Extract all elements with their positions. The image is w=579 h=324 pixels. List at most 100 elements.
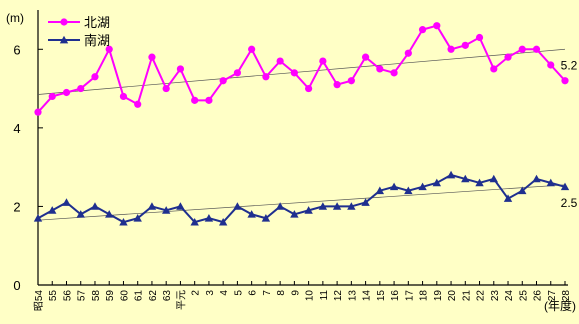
- x-tick-label: 62: [148, 290, 159, 302]
- data-point: [233, 202, 242, 210]
- x-tick-label: 4: [219, 290, 230, 296]
- data-point: [461, 174, 470, 183]
- data-point: [48, 206, 57, 214]
- data-point: [347, 202, 356, 210]
- data-point: [404, 49, 412, 57]
- series-end-label: 5.2: [561, 59, 578, 73]
- data-point: [446, 170, 456, 179]
- trend-line: [37, 48, 566, 95]
- y-tick-label: 4: [13, 121, 20, 136]
- x-axis-label: (年度): [544, 298, 576, 313]
- x-tick-label: 6: [248, 290, 259, 296]
- x-tick-label: 2: [191, 290, 202, 296]
- data-point: [233, 69, 242, 77]
- data-point: [490, 65, 498, 73]
- x-tick-label: 27: [547, 290, 558, 302]
- data-point: [62, 198, 71, 206]
- data-point: [503, 194, 513, 202]
- x-tick-label: 平元: [176, 290, 187, 310]
- x-tick-label: 55: [48, 290, 59, 302]
- data-point: [432, 178, 442, 187]
- data-point: [205, 96, 213, 104]
- data-point: [247, 210, 256, 218]
- y-axis-label: (m): [6, 11, 24, 25]
- data-point: [361, 198, 370, 206]
- data-point: [191, 96, 199, 104]
- data-point: [261, 214, 271, 222]
- data-point: [176, 202, 185, 210]
- data-point: [105, 45, 113, 53]
- x-tick-label: 60: [119, 290, 130, 302]
- x-tick-label: 26: [533, 290, 544, 302]
- data-point: [290, 210, 299, 218]
- x-tick-label: 18: [419, 290, 430, 302]
- data-point: [105, 210, 114, 218]
- data-point: [134, 100, 142, 108]
- data-point: [276, 57, 284, 65]
- data-point: [34, 108, 42, 116]
- data-point: [347, 77, 355, 85]
- x-tick-label: 59: [105, 290, 116, 302]
- data-point: [190, 217, 199, 226]
- x-tick-label: 21: [461, 290, 472, 302]
- series-line: [37, 24, 566, 113]
- data-point: [418, 26, 427, 34]
- data-point: [91, 73, 99, 81]
- x-tick-label: 20: [447, 290, 458, 302]
- x-tick-label: 3: [205, 290, 216, 296]
- data-point: [275, 202, 285, 210]
- data-point: [475, 33, 484, 42]
- x-tick-label: 61: [134, 290, 145, 302]
- x-tick-label: 10: [305, 290, 316, 302]
- data-point: [304, 206, 313, 214]
- x-tick-label: 13: [347, 290, 358, 302]
- x-tick-label: 58: [91, 290, 102, 302]
- legend-marker: [59, 35, 69, 44]
- data-point: [418, 182, 427, 191]
- data-point: [62, 88, 71, 97]
- data-point: [90, 202, 100, 210]
- data-point: [504, 53, 512, 61]
- data-point: [375, 186, 385, 195]
- data-point: [176, 65, 185, 73]
- data-point: [390, 69, 398, 77]
- data-point: [560, 182, 570, 191]
- x-tick-label: 25: [518, 290, 529, 302]
- data-point: [546, 178, 555, 187]
- x-tick-label: 8: [276, 290, 287, 296]
- data-point: [361, 53, 370, 61]
- x-tick-label: 5: [233, 290, 244, 296]
- data-point: [290, 69, 298, 77]
- data-point: [532, 45, 541, 53]
- y-tick-label: 2: [13, 199, 20, 214]
- data-point: [333, 81, 341, 89]
- x-tick-label: 19: [433, 290, 444, 302]
- data-point: [319, 57, 327, 65]
- x-tick-label: 11: [319, 290, 330, 301]
- data-point: [518, 186, 527, 195]
- data-point: [561, 77, 569, 85]
- data-point: [389, 182, 399, 191]
- data-point: [489, 174, 498, 183]
- data-point: [475, 178, 484, 187]
- data-point: [77, 84, 85, 93]
- x-tick-label: 24: [504, 290, 515, 302]
- data-point: [76, 210, 85, 218]
- series-line: [37, 173, 566, 224]
- x-tick-label: 17: [404, 290, 415, 302]
- x-tick-label: 28: [561, 290, 572, 302]
- data-point: [204, 214, 214, 222]
- x-tick-label: 23: [490, 290, 501, 302]
- x-tick-label: 昭54: [33, 290, 45, 312]
- data-point: [218, 217, 228, 226]
- x-tick-label: 9: [290, 290, 301, 296]
- data-point: [119, 217, 128, 226]
- data-point: [305, 84, 313, 93]
- data-point: [518, 45, 526, 53]
- x-tick-label: 56: [62, 290, 73, 302]
- data-point: [248, 45, 256, 53]
- data-point: [162, 84, 170, 93]
- legend-marker: [60, 18, 68, 26]
- data-point: [332, 202, 342, 210]
